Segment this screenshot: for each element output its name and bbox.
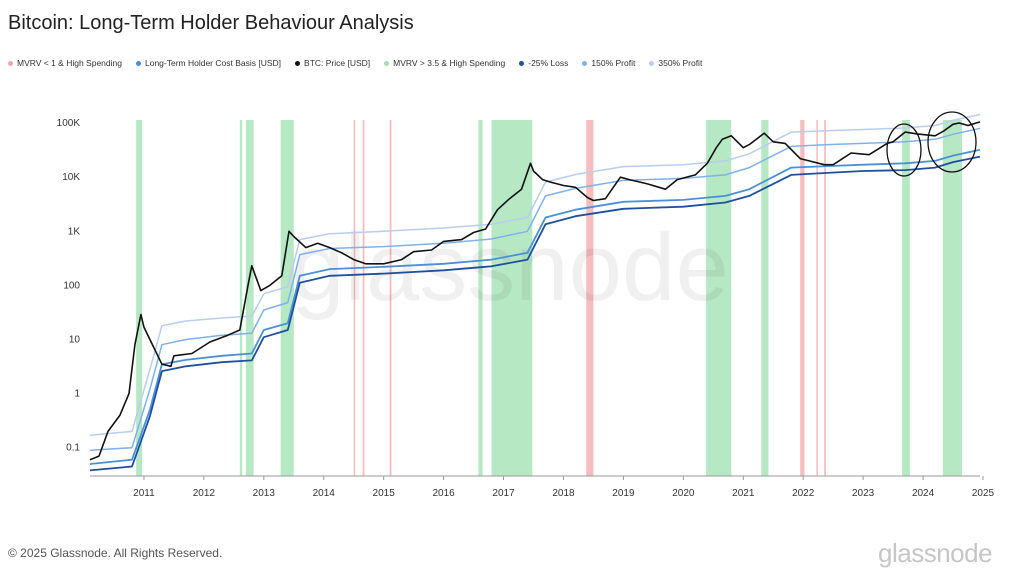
- y-tick-label: 1K: [68, 226, 81, 237]
- y-tick-label: 100: [63, 280, 80, 291]
- legend-label: MVRV < 1 & High Spending: [17, 58, 122, 68]
- chart-title: Bitcoin: Long-Term Holder Behaviour Anal…: [8, 12, 414, 34]
- mvrv-low-band: [824, 120, 826, 476]
- series-lines: [89, 113, 981, 472]
- mvrv-low-band: [362, 120, 365, 476]
- legend-item-loss-25[interactable]: -25% Loss: [519, 58, 568, 68]
- legend-dot-icon: [135, 60, 141, 66]
- legend-label: 350% Profit: [658, 58, 703, 68]
- x-tick-label: 2019: [612, 488, 635, 499]
- y-axis: 0.1 1 10 100 1K 10K 100K: [57, 118, 81, 454]
- x-tick-label: 2013: [253, 488, 276, 499]
- mvrv-high-band: [245, 120, 254, 476]
- y-tick-label: 0.1: [66, 443, 80, 454]
- mvrv-high-band: [136, 120, 143, 476]
- mvrv-high-band: [902, 120, 910, 476]
- series-line: [89, 113, 981, 436]
- y-tick-label: 10K: [62, 172, 80, 183]
- legend-item-mvrv-low[interactable]: MVRV < 1 & High Spending: [8, 58, 122, 68]
- legend-label: BTC: Price [USD]: [304, 58, 371, 68]
- legend-label: Long-Term Holder Cost Basis [USD]: [144, 58, 282, 68]
- mvrv-low-band: [816, 120, 818, 476]
- copyright-footer: © 2025 Glassnode. All Rights Reserved.: [8, 546, 223, 560]
- mvrv-high-band: [478, 120, 483, 476]
- legend-item-profit-150[interactable]: 150% Profit: [582, 58, 635, 68]
- x-tick-label: 2016: [432, 488, 455, 499]
- mvrv-high-band: [239, 120, 243, 476]
- x-tick-label: 2012: [193, 488, 216, 499]
- legend-item-lth-cost-basis[interactable]: Long-Term Holder Cost Basis [USD]: [135, 58, 282, 68]
- legend-dot-icon: [384, 60, 390, 66]
- mvrv-low-band: [389, 120, 392, 476]
- legend-dot-icon: [8, 60, 13, 66]
- highlight-circle-2024: [886, 123, 922, 177]
- mvrv-high-band: [706, 120, 732, 476]
- x-tick-label: 2024: [912, 488, 935, 499]
- x-tick-label: 2021: [732, 488, 755, 499]
- legend-dot-icon: [582, 60, 588, 66]
- highlight-circle-2025: [927, 111, 977, 173]
- legend-dot-icon: [649, 60, 655, 66]
- legend-dot-icon: [295, 60, 301, 66]
- chart-legend: MVRV < 1 & High Spending Long-Term Holde…: [8, 58, 702, 68]
- x-tick-label: 2015: [373, 488, 396, 499]
- mvrv-low-band: [353, 120, 356, 476]
- y-tick-label: 1: [74, 389, 80, 400]
- legend-label: -25% Loss: [528, 58, 569, 68]
- mvrv-low-band: [800, 120, 805, 476]
- legend-item-mvrv-high[interactable]: MVRV > 3.5 & High Spending: [384, 58, 505, 68]
- mvrv-high-band: [942, 120, 963, 476]
- x-axis: 2011 2012 2013 2014 2015 2016 2017 2018 2019 2020…: [90, 475, 995, 499]
- series-line: [89, 127, 981, 451]
- legend-dot-icon: [519, 60, 525, 66]
- x-tick-label: 2025: [972, 488, 995, 499]
- series-line: [89, 148, 981, 465]
- legend-label: 150% Profit: [591, 58, 636, 68]
- spending-bands: [136, 120, 963, 476]
- mvrv-high-band: [280, 120, 294, 476]
- legend-item-profit-350[interactable]: 350% Profit: [649, 58, 702, 68]
- x-tick-label: 2022: [792, 488, 815, 499]
- mvrv-high-band: [761, 120, 769, 476]
- legend-item-btc-price[interactable]: BTC: Price [USD]: [295, 58, 370, 68]
- x-tick-label: 2018: [552, 488, 575, 499]
- glassnode-logo[interactable]: glassnode: [878, 538, 993, 568]
- x-tick-label: 2014: [313, 488, 336, 499]
- y-tick-label: 10: [69, 334, 81, 345]
- mvrv-low-band: [586, 120, 594, 476]
- series-line: [89, 155, 981, 472]
- x-tick-label: 2020: [672, 488, 695, 499]
- x-tick-label: 2011: [133, 488, 155, 499]
- x-tick-label: 2017: [492, 488, 515, 499]
- y-tick-label: 100K: [57, 118, 81, 129]
- series-line: [89, 121, 981, 461]
- x-tick-label: 2023: [852, 488, 875, 499]
- legend-label: MVRV > 3.5 & High Spending: [393, 58, 506, 68]
